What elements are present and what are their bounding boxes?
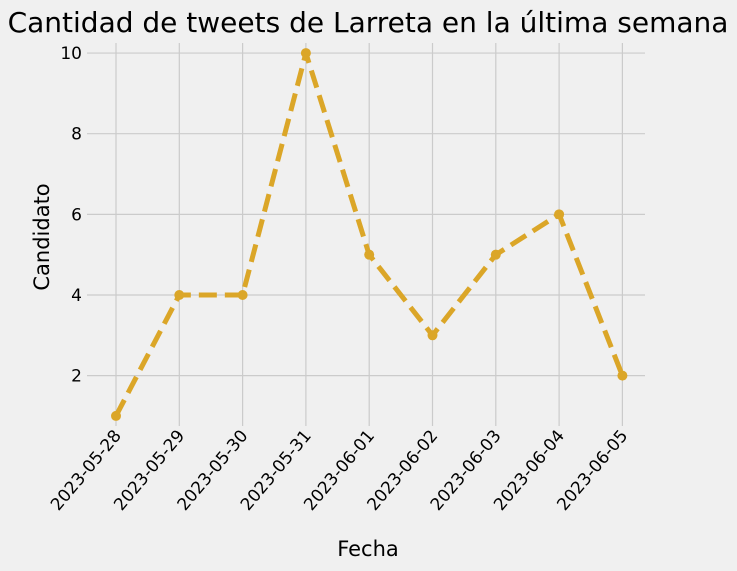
data-point: [554, 209, 565, 220]
y-tick-label: 8: [71, 125, 82, 145]
series-markers: [111, 48, 628, 421]
data-point: [174, 289, 185, 300]
y-tick-label: 2: [71, 367, 82, 387]
data-point: [617, 370, 628, 381]
y-axis-ticks: 2 4 6 8 10: [60, 44, 82, 387]
y-axis-label: Candidato: [30, 183, 54, 290]
data-point: [490, 249, 501, 260]
y-tick-label: 4: [71, 286, 82, 306]
y-tick-label: 6: [71, 205, 82, 225]
x-axis-label: Fecha: [337, 537, 399, 561]
chart-title: Cantidad de tweets de Larreta en la últi…: [8, 6, 729, 39]
data-point: [300, 48, 311, 59]
data-point: [111, 410, 121, 421]
data-point: [427, 330, 438, 341]
grid: [87, 43, 645, 426]
data-point: [237, 289, 248, 300]
y-tick-label: 10: [60, 44, 82, 64]
data-point: [364, 249, 375, 260]
x-axis-ticks: 2023-05-282023-05-292023-05-302023-05-31…: [47, 426, 632, 515]
